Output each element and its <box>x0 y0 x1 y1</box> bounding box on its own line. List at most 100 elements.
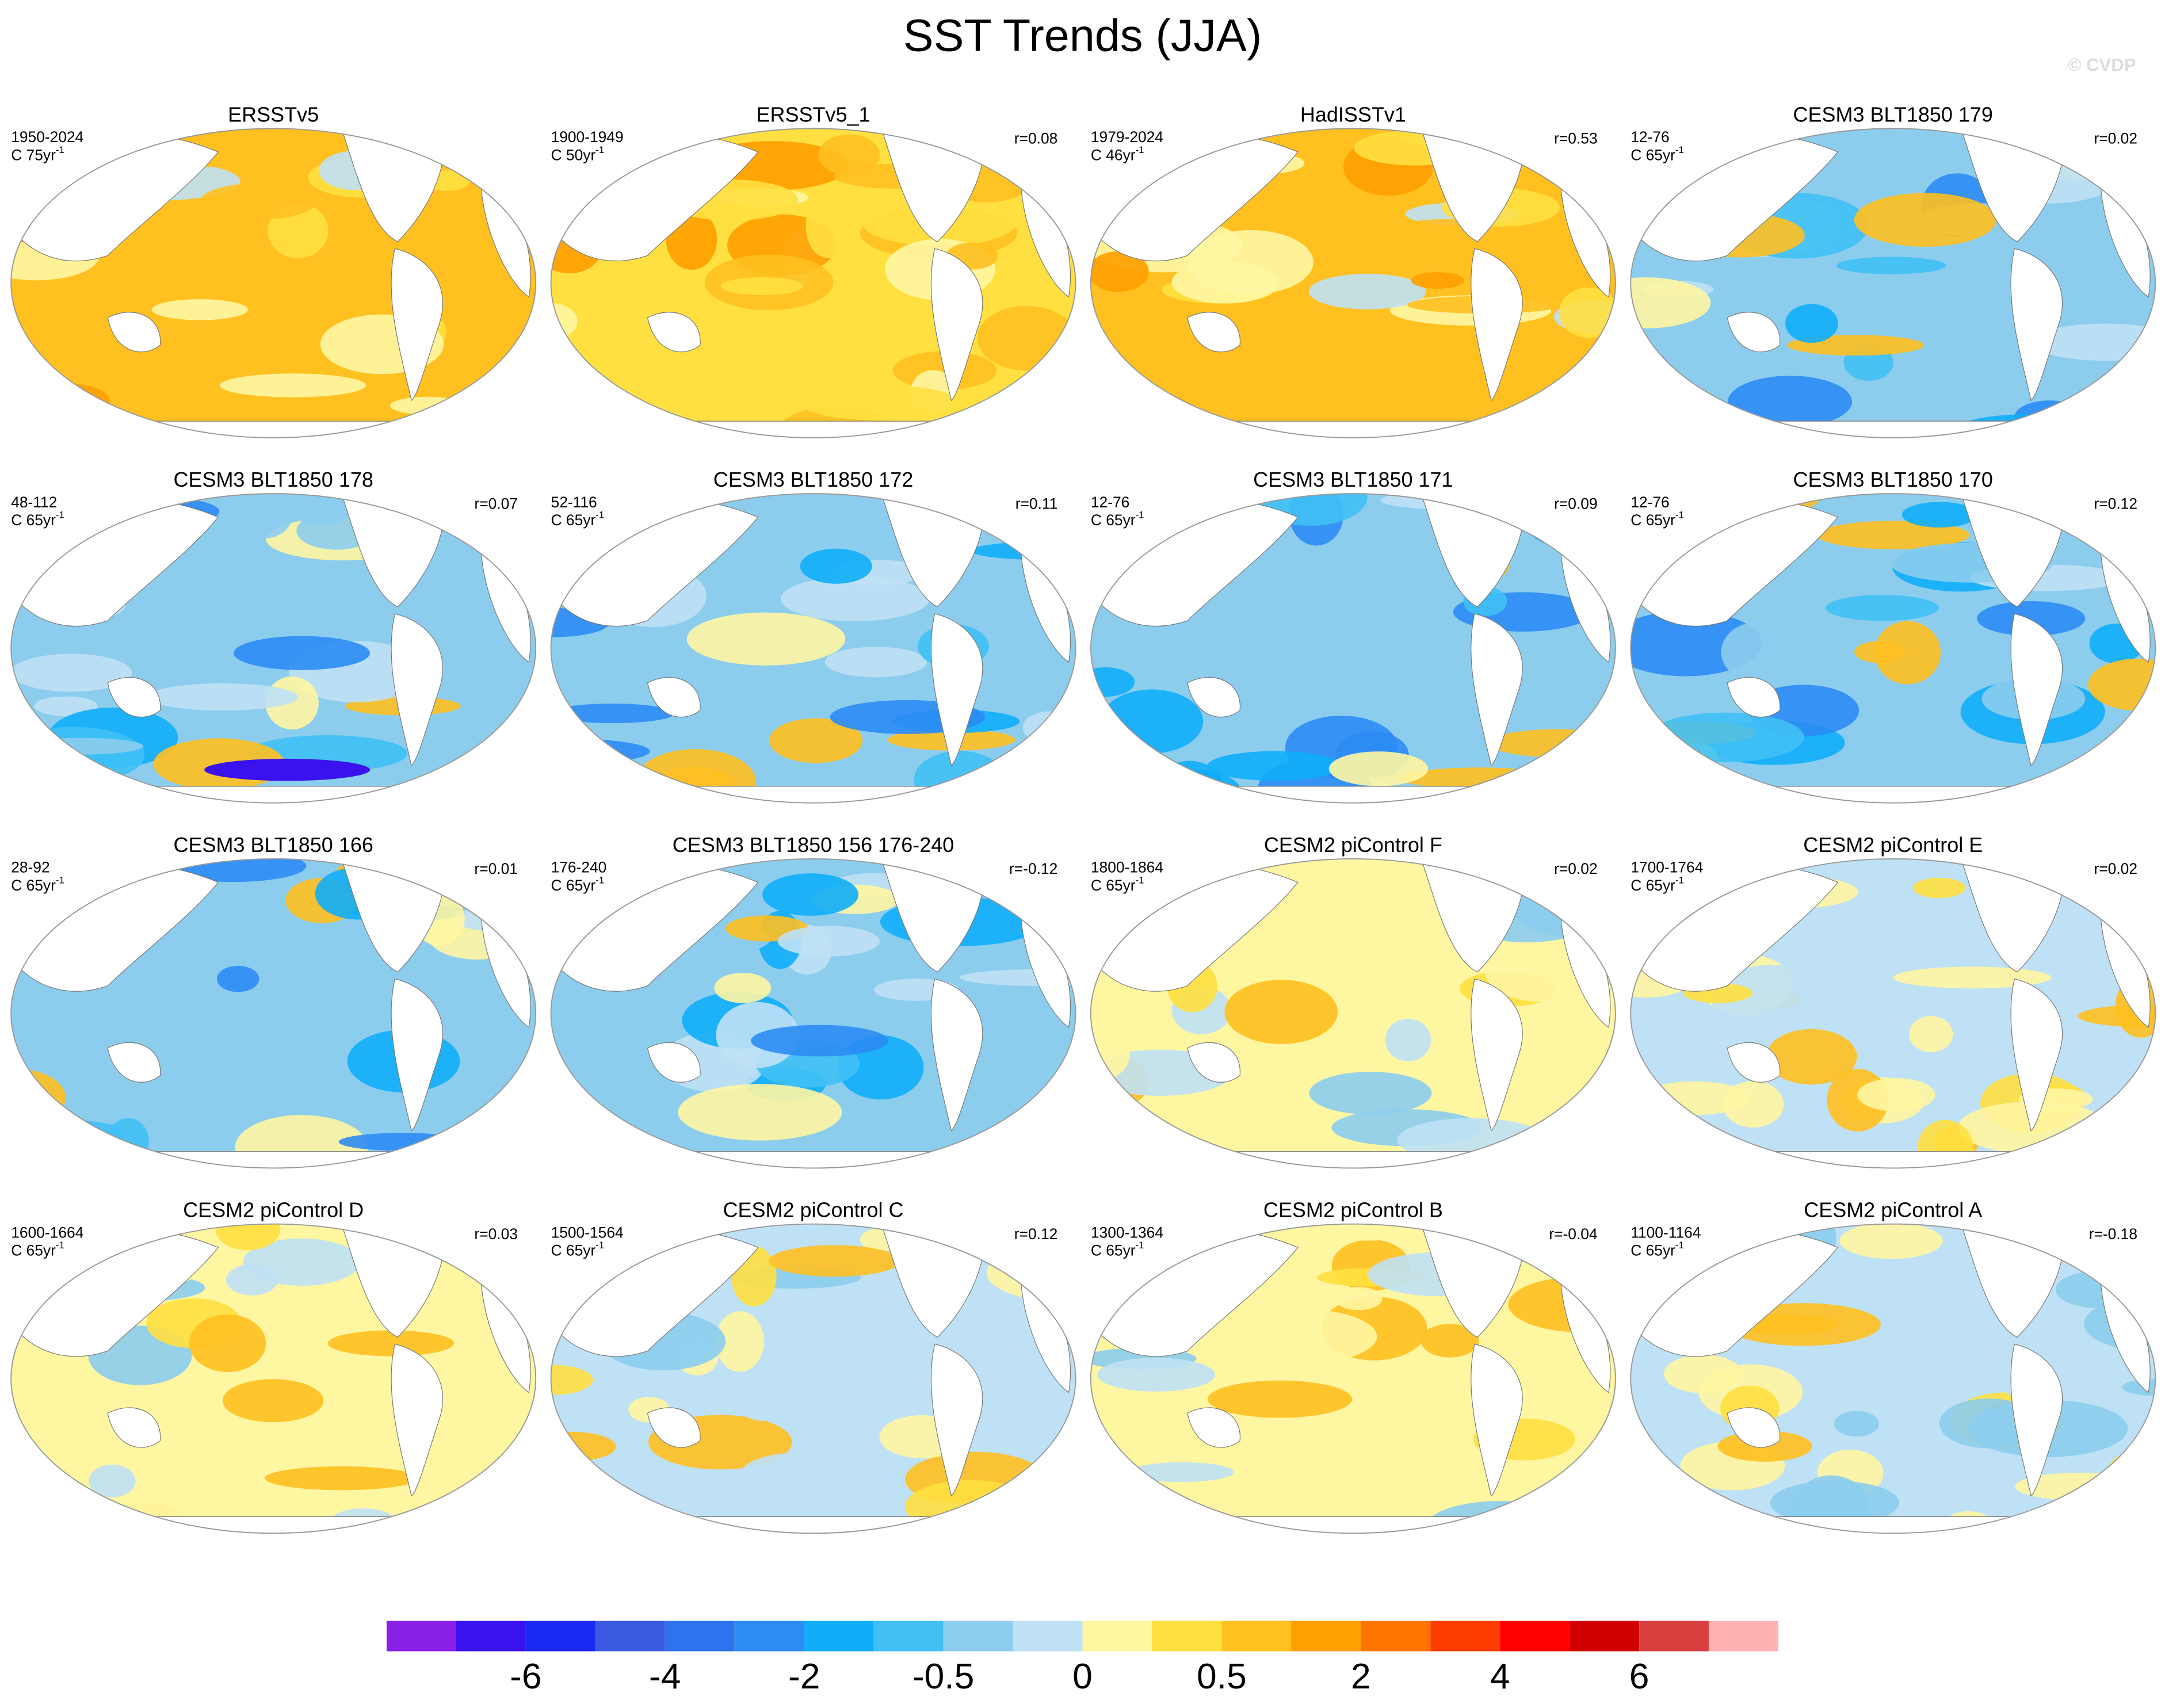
map-blob <box>216 965 259 992</box>
colorbar-box <box>525 1621 595 1652</box>
panel-title: CESM2 piControl F <box>1264 833 1442 857</box>
colorbar-box <box>1500 1621 1570 1652</box>
units-exponent: -1 <box>1675 144 1684 155</box>
units-exponent: -1 <box>1675 875 1684 886</box>
map-blob <box>818 134 880 175</box>
map-blob <box>800 385 960 421</box>
map-blob <box>11 1144 83 1168</box>
colorbar-label: -6 <box>510 1657 541 1696</box>
map <box>551 128 1076 438</box>
panel-r: r=0.02 <box>2094 130 2137 147</box>
land <box>1727 1042 1781 1083</box>
land <box>551 1516 1076 1534</box>
land <box>930 978 983 1132</box>
map-blob <box>1559 287 1616 338</box>
map-blob <box>1328 751 1429 786</box>
map-blob <box>1347 1365 1485 1407</box>
map-blob <box>1205 360 1304 403</box>
map-blob <box>551 738 650 765</box>
map-blob <box>584 1146 687 1168</box>
map-blob <box>1631 755 1687 777</box>
units-text: C 65yr <box>551 877 596 894</box>
map-blob <box>1537 1522 1599 1534</box>
map-blob <box>1171 261 1280 304</box>
panel-units: C 65yr-1 <box>1091 875 1144 894</box>
panel-r: r=0.11 <box>1015 495 1058 512</box>
land <box>1631 1516 2156 1534</box>
land <box>107 1042 161 1083</box>
map-blob <box>1385 1018 1431 1061</box>
panel-title: CESM3 BLT1850 179 <box>1793 102 1993 126</box>
panel-period: 12-76 <box>1631 494 1669 511</box>
map-blob <box>327 1330 455 1357</box>
colorbar-box <box>734 1621 804 1652</box>
panel-period: 1900-1949 <box>551 128 624 146</box>
colorbar-box <box>1361 1621 1431 1652</box>
land <box>11 1516 536 1534</box>
map <box>11 1224 536 1534</box>
map-blob <box>34 696 98 717</box>
colorbar-label: 2 <box>1351 1657 1371 1696</box>
land <box>107 677 161 718</box>
map <box>551 858 1076 1168</box>
map-blob <box>769 718 863 763</box>
units-exponent: -1 <box>56 510 64 521</box>
panel-r: r=0.09 <box>1554 495 1598 512</box>
map-blob <box>107 1118 149 1164</box>
panel-period: 1100-1164 <box>1631 1224 1701 1241</box>
map-blob <box>474 1255 536 1288</box>
map-blob <box>1272 128 1391 141</box>
panel-units: C 65yr-1 <box>11 875 64 894</box>
map-blob <box>210 250 285 279</box>
map <box>551 1224 1076 1534</box>
map-blob <box>1647 712 1804 762</box>
map-blob <box>1908 1016 1953 1052</box>
map-blob <box>1090 1495 1150 1534</box>
colorbar-box <box>1430 1621 1500 1652</box>
units-exponent: -1 <box>56 875 64 886</box>
panel-period: 1800-1864 <box>1091 859 1163 876</box>
map-blob <box>1217 1308 1377 1365</box>
map-outline <box>1630 493 2156 804</box>
map-blob <box>1770 1481 1900 1525</box>
map-blob <box>1421 1324 1479 1358</box>
panel-title: CESM2 piControl B <box>1263 1198 1443 1222</box>
map-blob <box>1579 1490 1616 1534</box>
units-text: C 50yr <box>551 146 596 163</box>
land <box>1090 1151 1616 1168</box>
panel-period: 12-76 <box>1631 128 1669 146</box>
map-blob <box>1224 980 1338 1044</box>
map-blob <box>714 972 772 1003</box>
panel-r: r=0.53 <box>1554 130 1598 147</box>
map-outline <box>550 128 1076 438</box>
panel-title: CESM2 piControl D <box>183 1198 364 1222</box>
units-text: C 46yr <box>1091 146 1136 163</box>
units-exponent: -1 <box>1675 510 1684 521</box>
panel-period: 1300-1364 <box>1091 1224 1163 1241</box>
units-text: C 65yr <box>551 511 596 529</box>
map-blob <box>751 1025 888 1057</box>
panel-units: C 65yr-1 <box>551 1240 605 1259</box>
map-blob <box>428 1431 489 1450</box>
map-blob <box>551 404 646 438</box>
colorbar-box <box>456 1621 526 1652</box>
map-outline <box>1090 493 1616 804</box>
panel-period: 1700-1764 <box>1631 859 1703 876</box>
panel-r: r=-0.18 <box>2089 1225 2137 1243</box>
colorbar-box <box>1013 1621 1083 1652</box>
map-blob <box>18 738 144 755</box>
panel-units: C 65yr-1 <box>1631 875 1684 894</box>
map <box>551 494 1076 803</box>
map-blob <box>11 407 119 430</box>
map-outline <box>1630 858 2156 1169</box>
map-blob <box>1208 1380 1352 1418</box>
colorbar-label: 4 <box>1490 1657 1510 1696</box>
land <box>1727 312 1781 353</box>
map <box>11 494 536 803</box>
units-text: C 65yr <box>1091 877 1136 894</box>
land <box>647 677 701 718</box>
units-exponent: -1 <box>595 510 604 521</box>
map-blob <box>781 576 930 621</box>
map-blob <box>1235 196 1308 215</box>
